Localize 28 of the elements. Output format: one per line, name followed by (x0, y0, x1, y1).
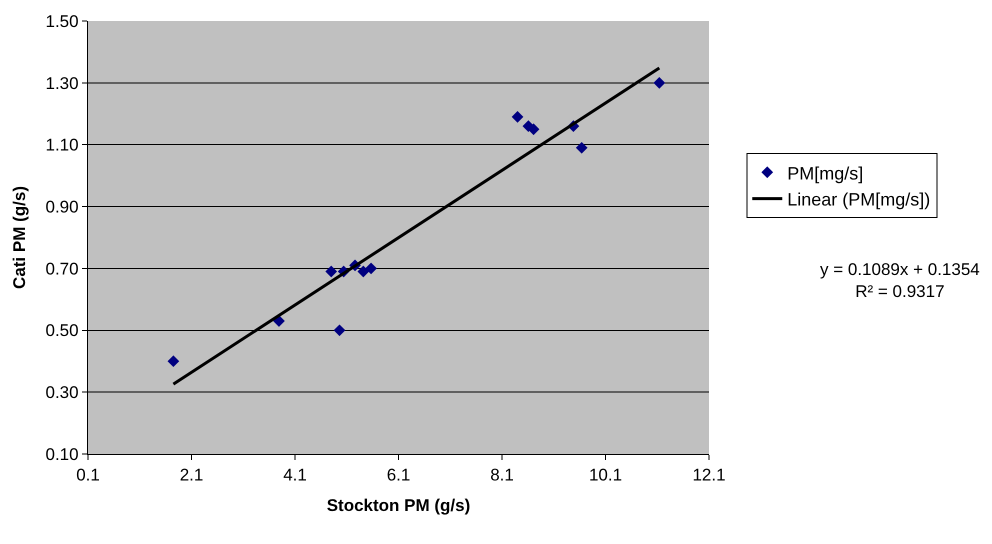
y-tick-label: 1.10 (46, 136, 79, 155)
point (653, 77, 666, 89)
y-tick-label: 0.10 (46, 444, 79, 464)
y-tick-label: 0.70 (46, 259, 79, 278)
x-tick-label: 2.1 (180, 465, 204, 484)
x-tick-label: 8.1 (490, 465, 514, 484)
point (357, 266, 370, 278)
y-tick-label: 0.90 (46, 198, 79, 217)
legend-label: PM[mg/s] (787, 163, 864, 184)
x-tick-label: 0.1 (76, 465, 100, 484)
text: y = 0.1089x + 0.1354 R² = 0.9317 (820, 260, 980, 302)
y-tick-label: 1.50 (46, 12, 79, 31)
x-axis-title: Stockton PM (g/s) (326, 496, 470, 515)
legend-label: Linear (PM[mg/s]) (787, 190, 930, 210)
point (168, 355, 180, 368)
point (576, 142, 588, 154)
point (325, 266, 338, 278)
x-tick-label: 6.1 (386, 465, 410, 484)
y-axis-title: Cati PM (g/s) (10, 186, 30, 289)
y-tick-label: 0.30 (46, 383, 79, 402)
point (334, 324, 346, 336)
x-tick-label: 12.1 (692, 465, 726, 484)
x-tick-label: 10.1 (588, 465, 622, 484)
y-tick-label: 0.50 (46, 321, 79, 340)
point (512, 111, 524, 123)
y-tick-label: 1.30 (46, 74, 79, 93)
point (365, 262, 377, 274)
x-tick-label: 4.1 (283, 465, 307, 484)
